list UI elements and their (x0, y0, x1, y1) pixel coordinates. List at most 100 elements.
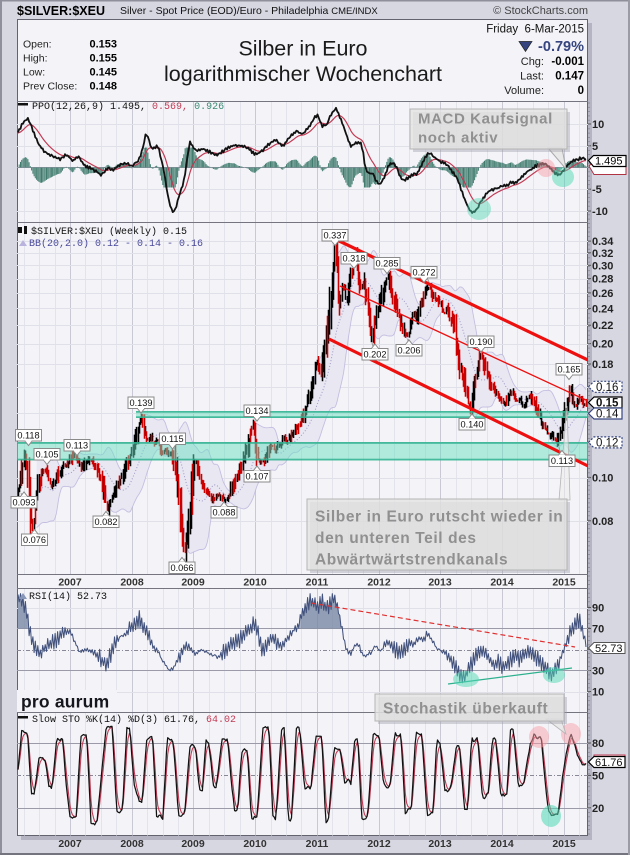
svg-text:0.147: 0.147 (555, 71, 584, 83)
svg-text:RSI(14) 52.73: RSI(14) 52.73 (29, 591, 107, 603)
svg-text:2014: 2014 (490, 838, 514, 850)
svg-text:5: 5 (592, 141, 598, 153)
svg-text:2008: 2008 (120, 577, 144, 589)
svg-text:Friday 6-Mar-2015: Friday 6-Mar-2015 (486, 24, 584, 36)
svg-text:2015: 2015 (552, 577, 576, 589)
svg-text:0.148: 0.148 (89, 81, 117, 93)
svg-text:BB(20,2.0) 0.12 - 0.14 - 0.16: BB(20,2.0) 0.12 - 0.14 - 0.16 (29, 238, 203, 250)
svg-text:0.140: 0.140 (461, 419, 484, 429)
svg-text:0.202: 0.202 (364, 349, 387, 359)
svg-text:2013: 2013 (428, 577, 452, 589)
svg-text:logarithmischer Wochenchart: logarithmischer Wochenchart (164, 62, 442, 86)
svg-text:10: 10 (592, 687, 604, 699)
svg-text:0.10: 0.10 (592, 473, 613, 485)
svg-text:0.139: 0.139 (130, 398, 153, 408)
svg-text:Stochastik überkauft: Stochastik überkauft (383, 701, 548, 718)
svg-text:0.22: 0.22 (592, 320, 613, 332)
svg-text:0.153: 0.153 (89, 39, 117, 51)
svg-text:2012: 2012 (367, 577, 391, 589)
svg-text:0.105: 0.105 (36, 449, 59, 459)
svg-text:2012: 2012 (367, 838, 391, 850)
svg-text:0.18: 0.18 (592, 359, 613, 371)
svg-text:61.76: 61.76 (595, 757, 623, 769)
svg-text:0.066: 0.066 (171, 563, 194, 573)
svg-text:0.155: 0.155 (89, 53, 117, 65)
svg-text:0.088: 0.088 (213, 507, 236, 517)
svg-text:0.20: 0.20 (592, 339, 613, 351)
svg-text:pro aurum: pro aurum (21, 692, 109, 712)
svg-text:0.093: 0.093 (13, 497, 36, 507)
svg-text:-5: -5 (592, 184, 602, 196)
svg-text:Silver - Spot Price (EOD)/Euro: Silver - Spot Price (EOD)/Euro - Philade… (120, 5, 378, 17)
svg-text:0.08: 0.08 (592, 516, 613, 528)
svg-text:Open:: Open: (23, 39, 52, 51)
svg-text:2011: 2011 (306, 577, 329, 589)
svg-text:$SILVER:$XEU: $SILVER:$XEU (17, 4, 105, 18)
svg-text:noch aktiv: noch aktiv (418, 130, 498, 147)
svg-text:MACD Kaufsignal: MACD Kaufsignal (418, 111, 553, 128)
svg-text:Slow STO %K(14) %D(3) 61.76, 6: Slow STO %K(14) %D(3) 61.76, 64.02 (32, 714, 236, 726)
svg-text:0.206: 0.206 (398, 345, 421, 355)
svg-text:80: 80 (592, 738, 604, 750)
svg-text:2014: 2014 (490, 577, 514, 589)
svg-text:Silber in Euro rutscht wieder: Silber in Euro rutscht wieder in (315, 509, 563, 526)
svg-text:0.165: 0.165 (558, 364, 581, 374)
svg-text:0.14: 0.14 (596, 409, 619, 421)
svg-text:10: 10 (592, 119, 604, 131)
svg-text:2015: 2015 (552, 838, 576, 850)
svg-text:0.145: 0.145 (89, 67, 117, 79)
svg-text:50: 50 (592, 770, 604, 782)
svg-text:© StockCharts.com: © StockCharts.com (493, 5, 588, 17)
svg-text:Volume:: Volume: (504, 85, 544, 97)
svg-text:High:: High: (23, 53, 48, 65)
svg-text:0.12: 0.12 (596, 437, 618, 449)
svg-text:20: 20 (592, 803, 604, 815)
svg-text:Prev Close:: Prev Close: (23, 81, 77, 93)
svg-text:1.495: 1.495 (595, 156, 623, 168)
svg-text:2008: 2008 (120, 838, 144, 850)
svg-text:2009: 2009 (181, 838, 205, 850)
svg-text:2010: 2010 (243, 838, 267, 850)
svg-text:0.28: 0.28 (592, 274, 613, 286)
svg-text:Chg:: Chg: (521, 56, 544, 68)
svg-text:0.113: 0.113 (551, 456, 573, 466)
svg-text:Silber in Euro: Silber in Euro (238, 37, 367, 61)
svg-text:0.285: 0.285 (376, 258, 399, 268)
svg-text:0.076: 0.076 (23, 535, 46, 545)
svg-text:0.32: 0.32 (592, 248, 613, 260)
svg-text:90: 90 (592, 603, 604, 615)
svg-text:0.134: 0.134 (246, 406, 269, 416)
svg-text:2009: 2009 (181, 577, 205, 589)
svg-text:0.15: 0.15 (596, 398, 619, 410)
svg-text:0.16: 0.16 (596, 382, 618, 394)
svg-text:2011: 2011 (306, 838, 329, 850)
svg-text:Abwärtwärtstrendkanals: Abwärtwärtstrendkanals (315, 552, 508, 569)
svg-text:-10: -10 (592, 206, 608, 218)
svg-text:2013: 2013 (428, 838, 452, 850)
svg-text:70: 70 (592, 624, 604, 636)
svg-text:0: 0 (578, 85, 584, 97)
svg-text:2010: 2010 (243, 577, 267, 589)
svg-text:0.30: 0.30 (592, 260, 613, 272)
svg-text:30: 30 (592, 666, 604, 678)
svg-text:2007: 2007 (58, 838, 82, 850)
svg-text:Last:: Last: (520, 71, 544, 83)
svg-text:0.115: 0.115 (161, 434, 183, 444)
svg-text:Low:: Low: (23, 67, 45, 79)
svg-text:0.082: 0.082 (95, 517, 118, 527)
svg-text:0.34: 0.34 (592, 236, 614, 248)
svg-text:0.107: 0.107 (246, 471, 269, 481)
svg-text:den unteren Teil des: den unteren Teil des (315, 530, 477, 547)
svg-text:0.318: 0.318 (343, 253, 366, 263)
svg-text:-0.79%: -0.79% (538, 39, 584, 55)
svg-text:0.118: 0.118 (17, 430, 39, 440)
svg-text:PPO(12,26,9) 1.495, 0.569, 0.9: PPO(12,26,9) 1.495, 0.569, 0.926 (32, 101, 224, 113)
svg-text:52.73: 52.73 (595, 643, 623, 655)
svg-text:0.24: 0.24 (592, 303, 614, 315)
svg-text:0.26: 0.26 (592, 288, 613, 300)
svg-text:0.337: 0.337 (324, 230, 347, 240)
svg-text:0.113: 0.113 (66, 440, 88, 450)
svg-text:0.272: 0.272 (413, 267, 436, 277)
svg-text:-0.001: -0.001 (551, 56, 584, 68)
svg-text:$SILVER:$XEU (Weekly) 0.15: $SILVER:$XEU (Weekly) 0.15 (31, 226, 187, 238)
